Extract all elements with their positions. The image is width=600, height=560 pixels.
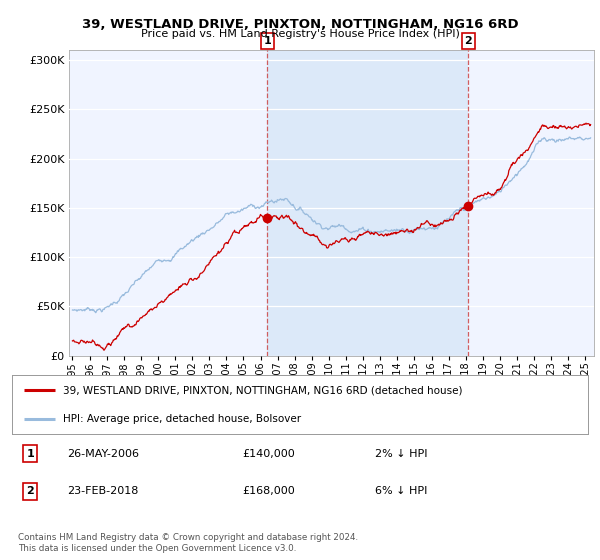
Bar: [268, 50, 469, 356]
Text: Contains HM Land Registry data © Crown copyright and database right 2024.
This d: Contains HM Land Registry data © Crown c…: [18, 533, 358, 553]
Text: 1: 1: [26, 449, 34, 459]
Text: 39, WESTLAND DRIVE, PINXTON, NOTTINGHAM, NG16 6RD (detached house): 39, WESTLAND DRIVE, PINXTON, NOTTINGHAM,…: [62, 385, 462, 395]
Text: 26-MAY-2006: 26-MAY-2006: [67, 449, 139, 459]
Text: 2: 2: [464, 36, 472, 46]
Text: 39, WESTLAND DRIVE, PINXTON, NOTTINGHAM, NG16 6RD: 39, WESTLAND DRIVE, PINXTON, NOTTINGHAM,…: [82, 18, 518, 31]
Text: 23-FEB-2018: 23-FEB-2018: [67, 487, 138, 496]
Text: 2% ↓ HPI: 2% ↓ HPI: [375, 449, 427, 459]
Text: 1: 1: [263, 36, 271, 46]
Text: Price paid vs. HM Land Registry's House Price Index (HPI): Price paid vs. HM Land Registry's House …: [140, 29, 460, 39]
Text: HPI: Average price, detached house, Bolsover: HPI: Average price, detached house, Bols…: [62, 414, 301, 424]
Text: £168,000: £168,000: [242, 487, 295, 496]
Text: £140,000: £140,000: [242, 449, 295, 459]
Text: 2: 2: [26, 487, 34, 496]
Text: 6% ↓ HPI: 6% ↓ HPI: [375, 487, 427, 496]
